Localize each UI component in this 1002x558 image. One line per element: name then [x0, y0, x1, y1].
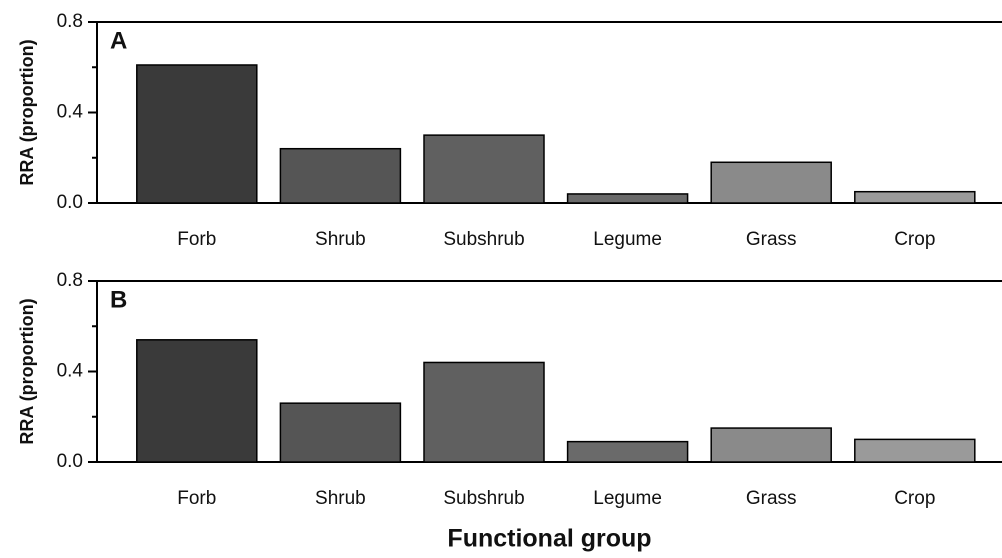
- x-tick-label: Legume: [593, 229, 662, 250]
- x-tick-label: Grass: [746, 229, 797, 250]
- bar: [566, 440, 689, 463]
- y-tick-label: 0.8: [57, 270, 83, 291]
- panel-label: A: [110, 27, 127, 54]
- y-tick-label: 0.4: [57, 102, 84, 123]
- bar: [279, 402, 402, 463]
- y-axis-label: RRA (proportion): [17, 298, 37, 444]
- y-tick-label: 0.0: [57, 451, 83, 472]
- x-tick-label: Crop: [894, 229, 935, 250]
- y-tick-label: 0.8: [57, 11, 83, 32]
- x-tick-label: Grass: [746, 488, 797, 509]
- bar: [423, 361, 545, 463]
- bar: [854, 190, 976, 204]
- y-tick-label: 0.4: [57, 361, 84, 382]
- x-axis-label: Functional group: [447, 525, 651, 553]
- y-axis-label: RRA (proportion): [17, 39, 37, 185]
- x-tick-label: Shrub: [315, 488, 366, 509]
- x-tick-label: Crop: [894, 488, 935, 509]
- x-tick-label: Subshrub: [443, 488, 524, 509]
- panel-label: B: [110, 286, 127, 313]
- bar: [710, 161, 832, 204]
- bar: [854, 438, 976, 463]
- y-tick-label: 0.0: [57, 192, 83, 213]
- x-tick-label: Subshrub: [443, 229, 524, 250]
- bar: [279, 147, 402, 204]
- x-tick-label: Shrub: [315, 229, 366, 250]
- x-tick-label: Forb: [177, 488, 216, 509]
- bar: [423, 134, 545, 204]
- bar: [136, 64, 258, 204]
- bar: [136, 339, 258, 463]
- x-tick-label: Legume: [593, 488, 662, 509]
- bar: [710, 427, 832, 463]
- x-tick-label: Forb: [177, 229, 216, 250]
- bar: [566, 193, 689, 204]
